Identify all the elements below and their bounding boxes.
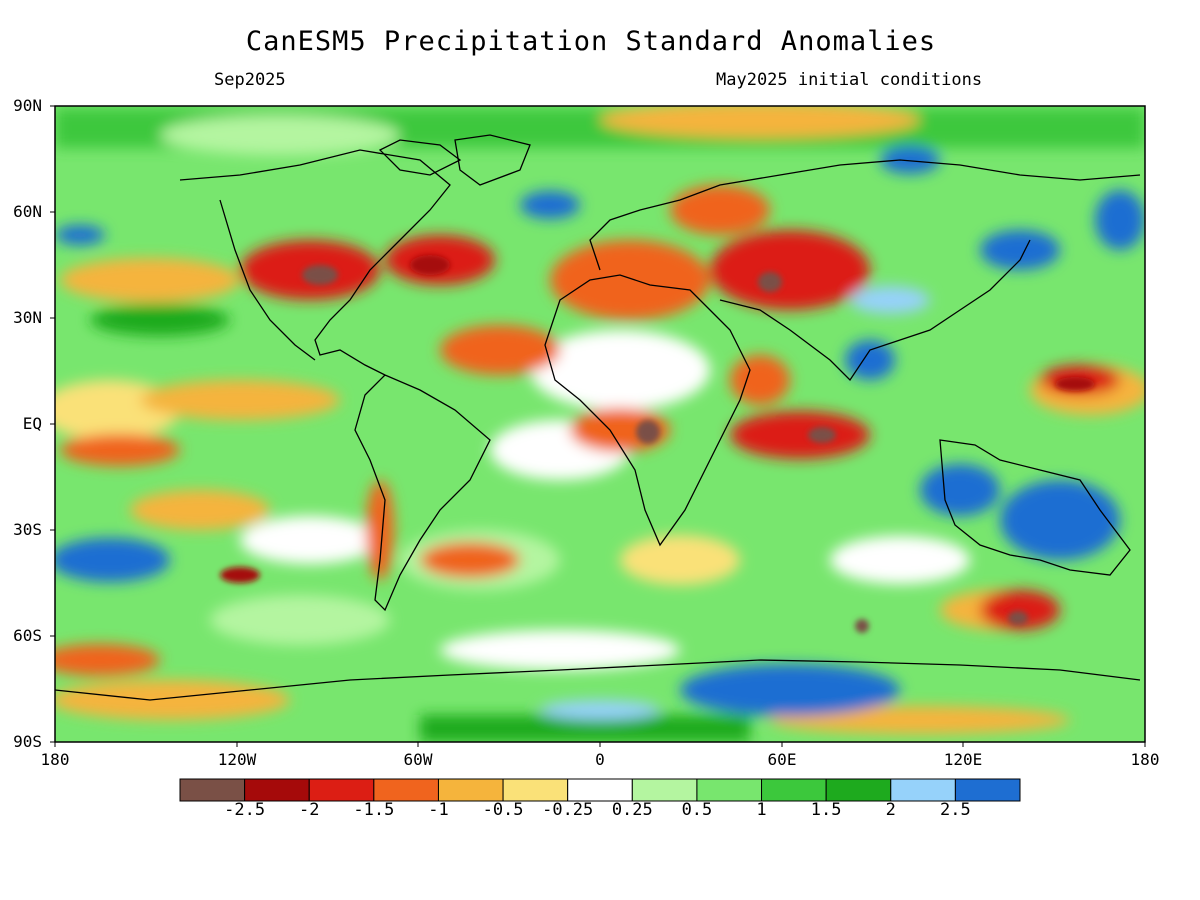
lon-label-60w: 60W [403,750,433,769]
colorbar-swatch [437,778,504,802]
colorbar-swatch [244,778,310,802]
coastlines [55,134,1141,701]
colorbar-label: -1.5 [353,800,395,820]
colorbar-swatch [954,778,1021,802]
anomaly-field [55,106,1145,742]
lat-label-90n: 90N [13,96,42,115]
colorbar-label: 2.5 [940,800,971,820]
colorbar-swatch [631,778,698,802]
lat-label-eq: EQ [22,414,42,433]
lat-label-60s: 60S [13,626,42,645]
colorbar-label: 0.5 [681,800,713,820]
colorbar-swatch [761,778,827,802]
colorbar-swatch [179,778,246,802]
lon-label-180e: 180 [1130,750,1160,769]
lat-label-30s: 30S [13,520,42,539]
colorbar-label: -0.25 [542,800,594,820]
colorbar-label: 1 [756,800,767,820]
colorbar-swatch [696,778,763,802]
colorbar [179,778,1021,802]
colorbar-swatch [825,778,892,802]
initial-conditions: May2025 initial conditions [716,70,983,90]
lat-label-90s: 90S [13,732,42,751]
lon-label-0: 0 [595,750,605,769]
lon-label-180w: 180 [40,750,70,769]
lon-label-120e: 120E [943,750,983,769]
lat-label-60n: 60N [13,202,42,221]
colorbar-swatch [567,778,633,802]
colorbar-label: 0.25 [611,800,653,820]
chart-title: CanESM5 Precipitation Standard Anomalies [245,26,937,57]
colorbar-label: -0.5 [482,800,524,820]
colorbar-label: 2 [885,800,896,820]
colorbar-swatch [890,778,956,802]
colorbar-label: -2.5 [224,800,266,820]
lat-label-30n: 30N [13,308,42,327]
colorbar-swatch [373,778,439,802]
forecast-month: Sep2025 [214,70,286,90]
colorbar-label: 1.5 [810,800,842,820]
colorbar-label: -2 [298,800,320,820]
colorbar-label: -1 [428,800,449,820]
lon-label-120w: 120W [217,750,257,769]
lon-label-60e: 60E [767,750,797,769]
colorbar-swatch [308,778,375,802]
colorbar-swatch [502,778,569,802]
